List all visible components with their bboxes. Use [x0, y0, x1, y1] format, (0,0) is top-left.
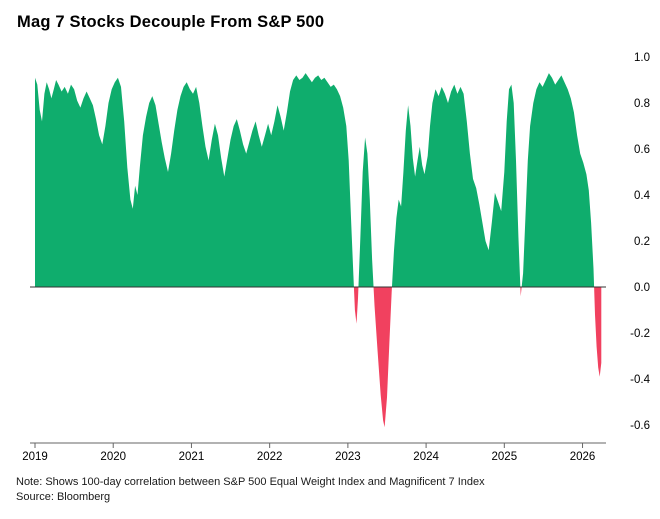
chart-note: Note: Shows 100-day correlation between … [16, 476, 485, 488]
y-tick-label: 0.6 [634, 144, 650, 156]
correlation-area-chart: 2019 2020 2021 2022 2023 2024 2025 2026 1.0 0.8 0.… [22, 52, 651, 463]
x-tick-label: 2025 [492, 451, 518, 463]
y-tick-label: -0.2 [630, 328, 650, 340]
area-positive [35, 73, 602, 287]
y-tick-label: 0.2 [634, 236, 650, 248]
x-tick-label: 2026 [570, 451, 596, 463]
x-tick-label: 2021 [179, 451, 205, 463]
x-tick-label: 2020 [100, 451, 126, 463]
chart-title: Mag 7 Stocks Decouple From S&P 500 [17, 13, 325, 31]
x-tick-label: 2024 [413, 451, 439, 463]
chart-footnotes: Note: Shows 100-day correlation between … [16, 475, 485, 505]
x-tick-label: 2023 [335, 451, 361, 463]
y-tick-label: 1.0 [634, 52, 650, 64]
y-tick-label: 0.0 [634, 282, 650, 294]
y-tick-label: 0.4 [634, 190, 651, 202]
x-tick-label: 2022 [257, 451, 283, 463]
y-tick-label: -0.6 [630, 420, 650, 432]
y-tick-label: 0.8 [634, 98, 650, 110]
chart-source: Source: Bloomberg [16, 491, 111, 503]
y-tick-label: -0.4 [630, 374, 650, 386]
x-tick-label: 2019 [22, 451, 48, 463]
